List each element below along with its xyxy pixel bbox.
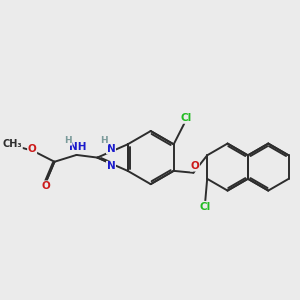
Text: Cl: Cl (180, 113, 191, 123)
Text: N: N (106, 161, 116, 172)
Text: O: O (190, 161, 199, 171)
Text: CH₃: CH₃ (3, 139, 22, 148)
Text: O: O (28, 144, 37, 154)
Text: NH: NH (69, 142, 87, 152)
Text: N: N (106, 144, 116, 154)
Text: Cl: Cl (200, 202, 211, 212)
Text: H: H (100, 136, 108, 145)
Text: H: H (64, 136, 72, 145)
Text: O: O (42, 181, 50, 191)
